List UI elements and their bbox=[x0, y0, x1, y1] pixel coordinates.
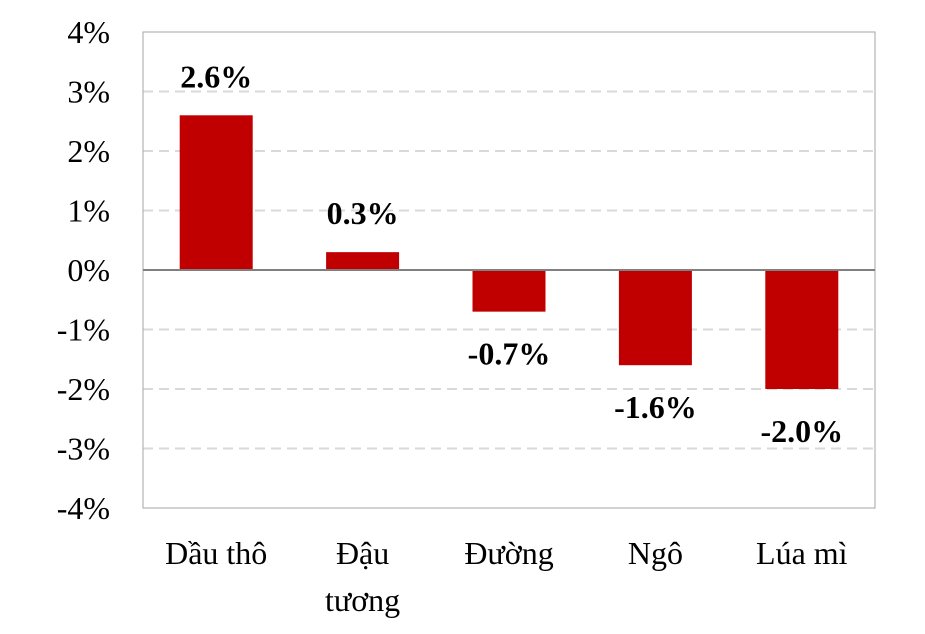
y-tick-label: 1% bbox=[67, 193, 110, 229]
category-label: Đậu tương bbox=[325, 535, 400, 618]
data-label: -1.6% bbox=[614, 389, 697, 425]
y-tick-label: -1% bbox=[57, 312, 110, 348]
category-label: Dầu thô bbox=[165, 535, 267, 571]
bar bbox=[765, 270, 839, 389]
bar bbox=[179, 115, 253, 270]
gridlines bbox=[143, 90, 875, 450]
category-label: Lúa mì bbox=[756, 535, 848, 571]
bar-data-labels: 2.6% 0.3% -0.7% -1.6% -2.0% bbox=[180, 58, 843, 449]
y-tick-label: 2% bbox=[67, 133, 110, 169]
bar bbox=[472, 270, 546, 312]
bars bbox=[179, 115, 839, 389]
y-tick-label: 4% bbox=[67, 14, 110, 50]
bar bbox=[326, 252, 400, 270]
category-label: Đường bbox=[464, 535, 553, 571]
y-tick-label: 3% bbox=[67, 74, 110, 110]
data-label: 0.3% bbox=[327, 195, 399, 231]
bar bbox=[618, 270, 692, 366]
data-label: -2.0% bbox=[760, 413, 843, 449]
data-label: -0.7% bbox=[468, 336, 551, 372]
data-label: 2.6% bbox=[180, 58, 252, 94]
y-tick-label: -2% bbox=[57, 371, 110, 407]
y-tick-label: -4% bbox=[57, 490, 110, 526]
y-axis-tick-labels: 4% 3% 2% 1% 0% -1% -2% -3% -4% bbox=[57, 14, 110, 526]
x-axis-category-labels: Dầu thô Đậu tương Đường Ngô Lúa mì bbox=[165, 535, 848, 618]
y-tick-label: 0% bbox=[67, 252, 110, 288]
y-tick-label: -3% bbox=[57, 431, 110, 467]
category-label: Ngô bbox=[628, 535, 683, 571]
